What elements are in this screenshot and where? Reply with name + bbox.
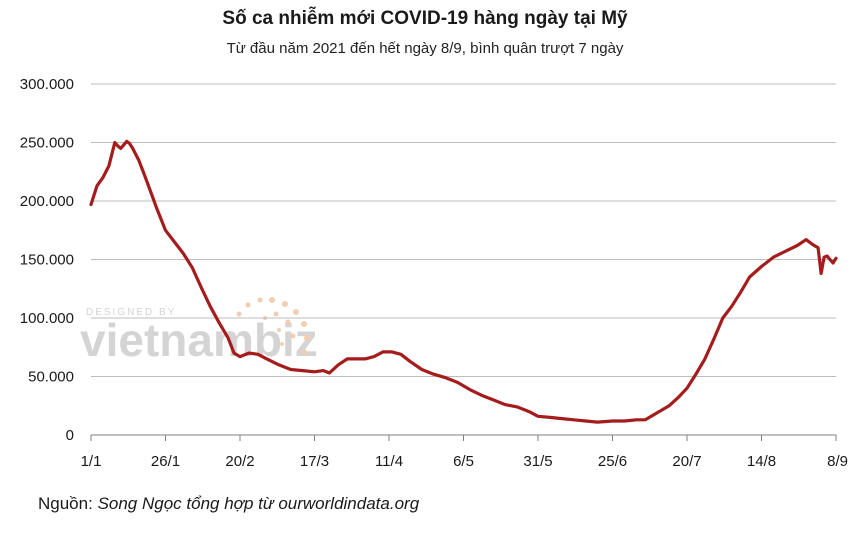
chart-title: Số ca nhiễm mới COVID-19 hàng ngày tại M…	[222, 8, 628, 29]
y-tick-label: 150.000	[20, 252, 74, 269]
gridlines	[91, 83, 836, 377]
y-axis: 0 50.000 100.000 150.000 200.000 250.000 300.0…	[20, 76, 74, 444]
y-tick-label: 50.000	[28, 369, 74, 386]
source-text: Song Ngọc tổng hợp từ ourworldindata.org	[97, 494, 420, 513]
y-tick-label: 250.000	[20, 135, 74, 152]
source-note: Nguồn: Song Ngọc tổng hợp từ ourworldind…	[38, 494, 419, 514]
x-tick-label: 26/1	[151, 453, 180, 470]
x-tick-label: 8/9	[827, 453, 848, 470]
x-tick-label: 14/8	[747, 453, 776, 470]
chart-subtitle: Từ đầu năm 2021 đến hết ngày 8/9, bình q…	[226, 40, 624, 57]
y-tick-label: 200.000	[20, 193, 74, 210]
x-tick-label: 25/6	[598, 453, 627, 470]
series-line	[89, 139, 838, 424]
watermark-dots-icon	[236, 297, 310, 355]
y-tick-label: 0	[66, 427, 74, 444]
watermark-small-text: DESIGNED BY	[86, 307, 176, 318]
x-tick-label: 1/1	[81, 453, 102, 470]
watermark: DESIGNED BY vietnambiz	[80, 297, 318, 366]
x-tick-label: 20/7	[672, 453, 701, 470]
source-label: Nguồn:	[38, 494, 93, 513]
x-tick-label: 31/5	[523, 453, 552, 470]
series-layer	[89, 139, 838, 424]
x-tick-label: 17/3	[300, 453, 329, 470]
y-tick-label: 100.000	[20, 310, 74, 327]
watermark-brand-text: vietnambiz	[80, 314, 318, 366]
y-tick-label: 300.000	[20, 76, 74, 93]
x-tick-label: 6/5	[453, 453, 474, 470]
x-axis: 1/1 26/1 20/2 17/3 11/4 6/5 31/5 25/6 20/7 14/8 8/…	[81, 434, 848, 470]
x-tick-label: 20/2	[225, 453, 254, 470]
x-tick-label: 11/4	[375, 453, 403, 470]
